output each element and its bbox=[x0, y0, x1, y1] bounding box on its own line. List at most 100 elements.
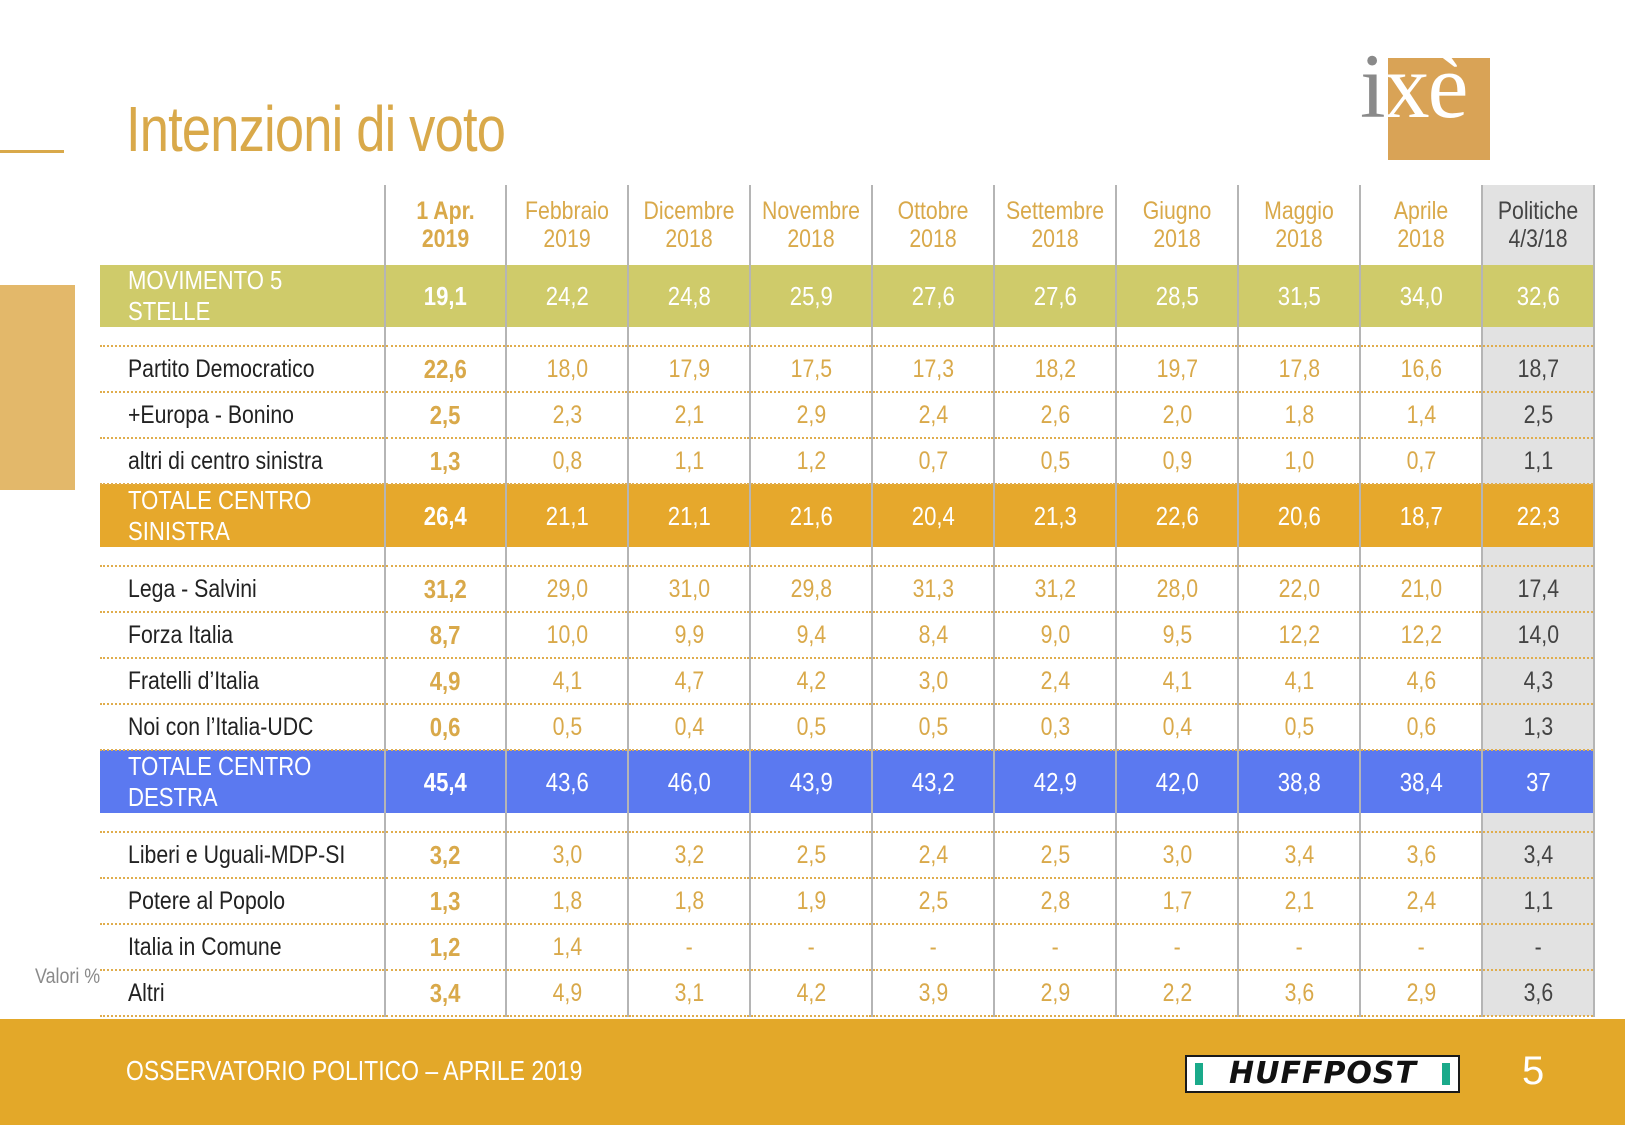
value-text: 0,5 bbox=[552, 712, 582, 741]
row-label-text: TOTALE CENTRO SINISTRA bbox=[128, 485, 312, 546]
value-text: 3,2 bbox=[674, 840, 704, 869]
value-cell: 9,9 bbox=[628, 612, 751, 659]
value-text: 3,1 bbox=[674, 978, 704, 1007]
value-cell: 10,0 bbox=[506, 612, 629, 659]
value-cell: 3,2 bbox=[628, 832, 751, 879]
row-label-text: Potere al Popolo bbox=[128, 886, 286, 915]
value-text: 26,4 bbox=[423, 500, 468, 531]
spacer-cell bbox=[1238, 327, 1361, 347]
huffpost-logo: HUFFPOST bbox=[1185, 1055, 1460, 1093]
value-cell: 0,7 bbox=[1360, 438, 1483, 485]
value-text: 4,3 bbox=[1523, 666, 1553, 695]
value-cell: 17,8 bbox=[1238, 346, 1361, 393]
value-cell: - bbox=[872, 924, 995, 971]
value-text: 28,5 bbox=[1155, 280, 1199, 311]
value-cell: 2,5 bbox=[872, 878, 995, 925]
spacer-cell bbox=[628, 813, 751, 833]
column-header: Settembre 2018 bbox=[994, 185, 1117, 265]
row-label: Altri bbox=[100, 970, 386, 1017]
value-text: 1,8 bbox=[552, 886, 582, 915]
row-label-text: Lega - Salvini bbox=[128, 574, 257, 603]
value-text: 2,5 bbox=[430, 399, 461, 430]
value-cell: 34,0 bbox=[1360, 265, 1483, 327]
value-text: 32,6 bbox=[1516, 280, 1560, 311]
value-text: 0,6 bbox=[1406, 712, 1436, 741]
value-text: 1,1 bbox=[1523, 886, 1553, 915]
value-text: 18,2 bbox=[1034, 354, 1076, 383]
column-header-line1: 1 Apr. bbox=[416, 197, 475, 225]
spacer-row bbox=[100, 547, 1595, 567]
value-text: - bbox=[1417, 932, 1425, 961]
value-text: 17,3 bbox=[912, 354, 954, 383]
value-text: 42,0 bbox=[1155, 766, 1199, 797]
row-label-text: Forza Italia bbox=[128, 620, 234, 649]
spacer-cell bbox=[385, 327, 507, 347]
value-cell: 4,7 bbox=[628, 658, 751, 705]
value-cell: 28,0 bbox=[1116, 566, 1239, 613]
value-cell: 0,5 bbox=[872, 704, 995, 751]
value-cell: - bbox=[628, 924, 751, 971]
column-header-line1: Febbraio bbox=[525, 197, 609, 225]
value-cell: 1,3 bbox=[1482, 704, 1595, 751]
value-cell: 3,0 bbox=[1116, 832, 1239, 879]
value-text: 0,5 bbox=[918, 712, 948, 741]
value-cell: 27,6 bbox=[994, 265, 1117, 327]
decorative-block bbox=[0, 285, 75, 490]
value-cell: 1,1 bbox=[1482, 878, 1595, 925]
value-text: 2,5 bbox=[1523, 400, 1553, 429]
value-cell: 2,1 bbox=[628, 392, 751, 439]
decorative-line bbox=[0, 150, 64, 153]
value-cell: 2,9 bbox=[1360, 970, 1483, 1017]
value-text: 2,5 bbox=[796, 840, 826, 869]
value-cell: 1,1 bbox=[1482, 438, 1595, 485]
spacer-cell bbox=[1482, 813, 1595, 833]
value-text: 1,9 bbox=[796, 886, 826, 915]
value-text: 46,0 bbox=[667, 766, 711, 797]
value-cell: 20,6 bbox=[1238, 484, 1361, 547]
spacer-cell bbox=[1116, 547, 1239, 567]
row-label: Liberi e Uguali-MDP-SI bbox=[100, 832, 386, 879]
value-cell: 45,4 bbox=[385, 750, 507, 813]
logo-stripe-left bbox=[1195, 1063, 1203, 1085]
value-cell: 18,0 bbox=[506, 346, 629, 393]
column-header: Dicembre 2018 bbox=[628, 185, 751, 265]
value-cell: 21,0 bbox=[1360, 566, 1483, 613]
value-text: 4,1 bbox=[1162, 666, 1192, 695]
row-label-text: MOVIMENTO 5 STELLE bbox=[128, 265, 283, 326]
header-row: 1 Apr. 2019 Febbraio 2019 Dicembre 2018 Novemb… bbox=[100, 185, 1595, 265]
value-cell: - bbox=[750, 924, 873, 971]
value-cell: 2,8 bbox=[994, 878, 1117, 925]
value-text: 1,3 bbox=[1523, 712, 1553, 741]
value-cell: 4,6 bbox=[1360, 658, 1483, 705]
value-cell: 21,3 bbox=[994, 484, 1117, 547]
value-cell: 0,4 bbox=[1116, 704, 1239, 751]
value-text: - bbox=[1295, 932, 1303, 961]
value-cell: 22,6 bbox=[385, 346, 507, 393]
value-text: 34,0 bbox=[1399, 280, 1443, 311]
value-text: 10,0 bbox=[546, 620, 588, 649]
value-text: 1,4 bbox=[552, 932, 582, 961]
poll-table: 1 Apr. 2019 Febbraio 2019 Dicembre 2018 Novemb… bbox=[100, 185, 1595, 1017]
value-text: 27,6 bbox=[1033, 280, 1077, 311]
value-text: 0,5 bbox=[1040, 446, 1070, 475]
value-cell: 0,4 bbox=[628, 704, 751, 751]
value-cell: 2,4 bbox=[1360, 878, 1483, 925]
value-cell: 29,8 bbox=[750, 566, 873, 613]
value-text: 1,1 bbox=[1523, 446, 1553, 475]
value-text: 17,5 bbox=[790, 354, 832, 383]
value-text: 1,2 bbox=[430, 931, 461, 962]
column-header-line1: Dicembre bbox=[643, 197, 735, 225]
value-text: 2,9 bbox=[1406, 978, 1436, 1007]
column-header-line2: 4/3/18 bbox=[1508, 225, 1568, 253]
spacer-cell bbox=[100, 327, 386, 347]
value-cell: 2,1 bbox=[1238, 878, 1361, 925]
row-label: MOVIMENTO 5 STELLE bbox=[100, 265, 386, 327]
value-text: 2,4 bbox=[918, 840, 948, 869]
value-cell: 12,2 bbox=[1360, 612, 1483, 659]
value-text: 2,1 bbox=[674, 400, 704, 429]
spacer-cell bbox=[1482, 327, 1595, 347]
value-text: 1,8 bbox=[674, 886, 704, 915]
spacer-cell bbox=[1360, 547, 1483, 567]
value-cell: 31,2 bbox=[385, 566, 507, 613]
spacer-cell bbox=[1360, 813, 1483, 833]
